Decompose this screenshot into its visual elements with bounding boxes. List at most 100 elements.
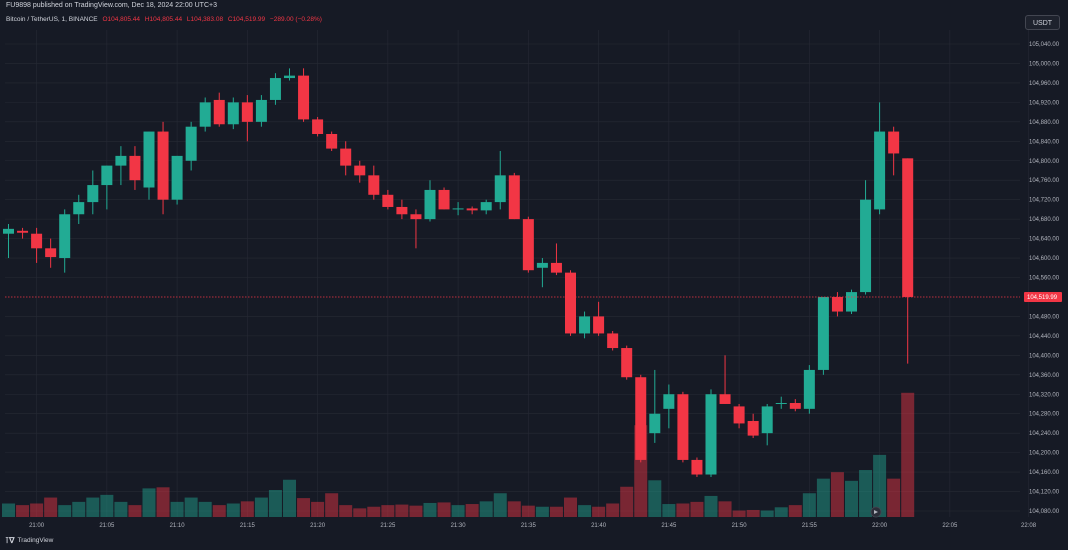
price-tick-label: 104,840.00 — [1029, 139, 1060, 145]
volume-bar — [718, 501, 732, 517]
time-tick-label: 22:00 — [872, 523, 888, 529]
candle-body — [101, 165, 113, 186]
volume-bar — [578, 505, 592, 517]
time-tick-label: 21:20 — [310, 523, 326, 529]
candle-body — [199, 102, 211, 127]
volume-bar — [72, 501, 86, 517]
price-tick-label: 104,600.00 — [1029, 256, 1060, 262]
scroll-to-realtime-button[interactable] — [870, 506, 882, 518]
footer-brand[interactable]: ⊺∇ TradingView — [5, 536, 53, 545]
volume-bar — [170, 501, 184, 517]
candle-body — [621, 348, 633, 378]
volume-bar — [873, 454, 887, 517]
time-tick-label: 22:05 — [942, 523, 958, 529]
volume-bar — [86, 497, 100, 517]
candle-body — [691, 459, 703, 475]
play-icon — [874, 510, 878, 514]
candle-body — [396, 206, 408, 215]
volume-bar — [901, 392, 915, 517]
candle-body — [466, 208, 478, 211]
volume-bar — [690, 501, 704, 517]
volume-bar — [535, 506, 549, 517]
volume-bar — [198, 501, 212, 517]
volume-bar — [859, 470, 873, 517]
candle-body — [579, 316, 591, 334]
candle-body — [747, 421, 759, 436]
volume-bar — [254, 497, 268, 517]
candle-body — [185, 126, 197, 161]
volume-bar — [311, 501, 325, 517]
candle-body — [368, 175, 380, 195]
volume-bar — [30, 503, 44, 517]
price-tick-label: 104,720.00 — [1029, 198, 1060, 204]
price-tick-label: 104,760.00 — [1029, 178, 1060, 184]
volume-bar — [521, 505, 535, 517]
price-tick-label: 105,000.00 — [1029, 61, 1060, 67]
price-tick-label: 104,200.00 — [1029, 451, 1060, 457]
current-price-label: 104,519.99 — [1027, 295, 1058, 301]
volume-bar — [606, 503, 620, 517]
candle-body — [438, 189, 450, 210]
candle-body — [45, 248, 57, 258]
candle-body — [733, 406, 745, 424]
candle-body — [452, 208, 464, 210]
candle-body — [157, 131, 169, 200]
volume-bar — [353, 508, 367, 517]
candle-body — [171, 155, 183, 200]
volume-bar — [395, 504, 409, 517]
price-tick-label: 104,320.00 — [1029, 392, 1060, 398]
candle-body — [354, 165, 366, 176]
candle-body — [298, 75, 310, 120]
candle-body — [803, 369, 815, 409]
volume-bar — [802, 493, 816, 517]
candle-body — [508, 175, 520, 220]
candle-body — [129, 155, 141, 181]
time-tick-label: 22:08 — [1021, 523, 1037, 529]
price-tick-label: 104,440.00 — [1029, 334, 1060, 340]
candle-body — [846, 292, 857, 312]
volume-bar — [845, 480, 858, 517]
symbol-name[interactable]: Bitcoin / TetherUS, 1, BINANCE — [6, 16, 98, 23]
close-value: C104,519.99 — [227, 16, 266, 23]
candlesticks — [3, 68, 914, 477]
candle-body — [536, 262, 548, 268]
volume-bar — [339, 505, 353, 517]
grid-lines — [5, 30, 1029, 517]
high-value: H104,805.44 — [144, 16, 183, 23]
time-tick-label: 21:10 — [170, 523, 186, 529]
currency-button[interactable]: USDT — [1025, 15, 1060, 30]
candle-body — [73, 202, 85, 215]
volume-bar — [156, 487, 170, 517]
time-tick-label: 21:25 — [380, 523, 396, 529]
volume-bar — [887, 478, 901, 517]
candle-body — [874, 131, 886, 210]
candle-body — [761, 406, 773, 434]
candle-body — [719, 394, 731, 404]
price-tick-label: 104,360.00 — [1029, 373, 1060, 379]
candle-body — [59, 214, 71, 259]
volume-bar — [128, 505, 142, 517]
current-price-badge: 104,519.99 — [1024, 291, 1062, 302]
time-tick-label: 21:40 — [591, 523, 607, 529]
price-axis[interactable]: 105,040.00 105,000.00 104,960.00 104,920.00… — [1029, 42, 1060, 515]
candle-body — [480, 202, 492, 211]
price-tick-label: 104,880.00 — [1029, 120, 1060, 126]
candle-body — [340, 148, 352, 166]
volume-bar — [437, 502, 451, 517]
candle-body — [424, 189, 436, 220]
candle-body — [860, 199, 872, 293]
time-tick-label: 21:05 — [99, 523, 115, 529]
volume-bar — [184, 497, 198, 517]
time-tick-label: 21:00 — [29, 523, 45, 529]
candle-body — [143, 131, 155, 188]
volume-bar — [100, 494, 114, 517]
volume-bar — [507, 501, 521, 517]
volume-bar — [760, 510, 774, 517]
candle-body — [607, 333, 619, 349]
volume-bar — [465, 504, 479, 517]
time-tick-label: 21:15 — [240, 523, 256, 529]
price-tick-label: 105,040.00 — [1029, 42, 1060, 48]
price-tick-label: 104,160.00 — [1029, 470, 1060, 476]
time-axis[interactable]: 21:00 21:05 21:10 21:15 21:20 21:25 21:30 21:35… — [29, 523, 1037, 529]
